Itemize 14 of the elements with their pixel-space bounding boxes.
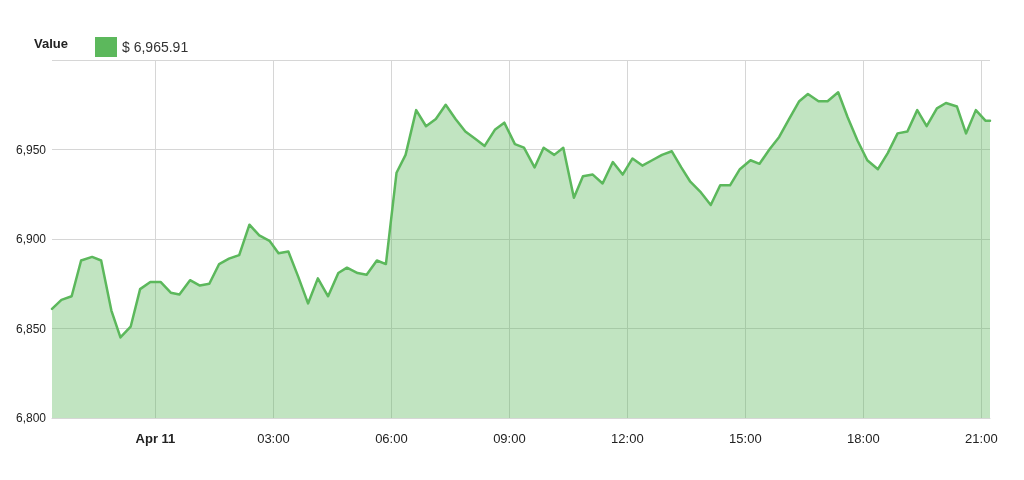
x-tick-label: 09:00 (493, 431, 526, 446)
y-tick-label: 6,800 (15, 411, 47, 425)
x-tick-label: 21:00 (965, 431, 998, 446)
y-tick-label: 6,900 (15, 232, 47, 246)
x-tick-label: 03:00 (257, 431, 290, 446)
x-tick-label: Apr 11 (135, 431, 176, 446)
y-tick-label: 6,950 (15, 142, 47, 157)
legend-label: $ 6,965.91 (122, 39, 189, 55)
legend-title: Value (34, 36, 68, 51)
x-tick-label: 18:00 (847, 431, 880, 446)
y-tick-label: 6,850 (15, 321, 47, 336)
x-tick-label: 06:00 (375, 431, 408, 446)
x-tick-label: 15:00 (729, 431, 762, 446)
x-tick-label: 12:00 (611, 431, 644, 446)
